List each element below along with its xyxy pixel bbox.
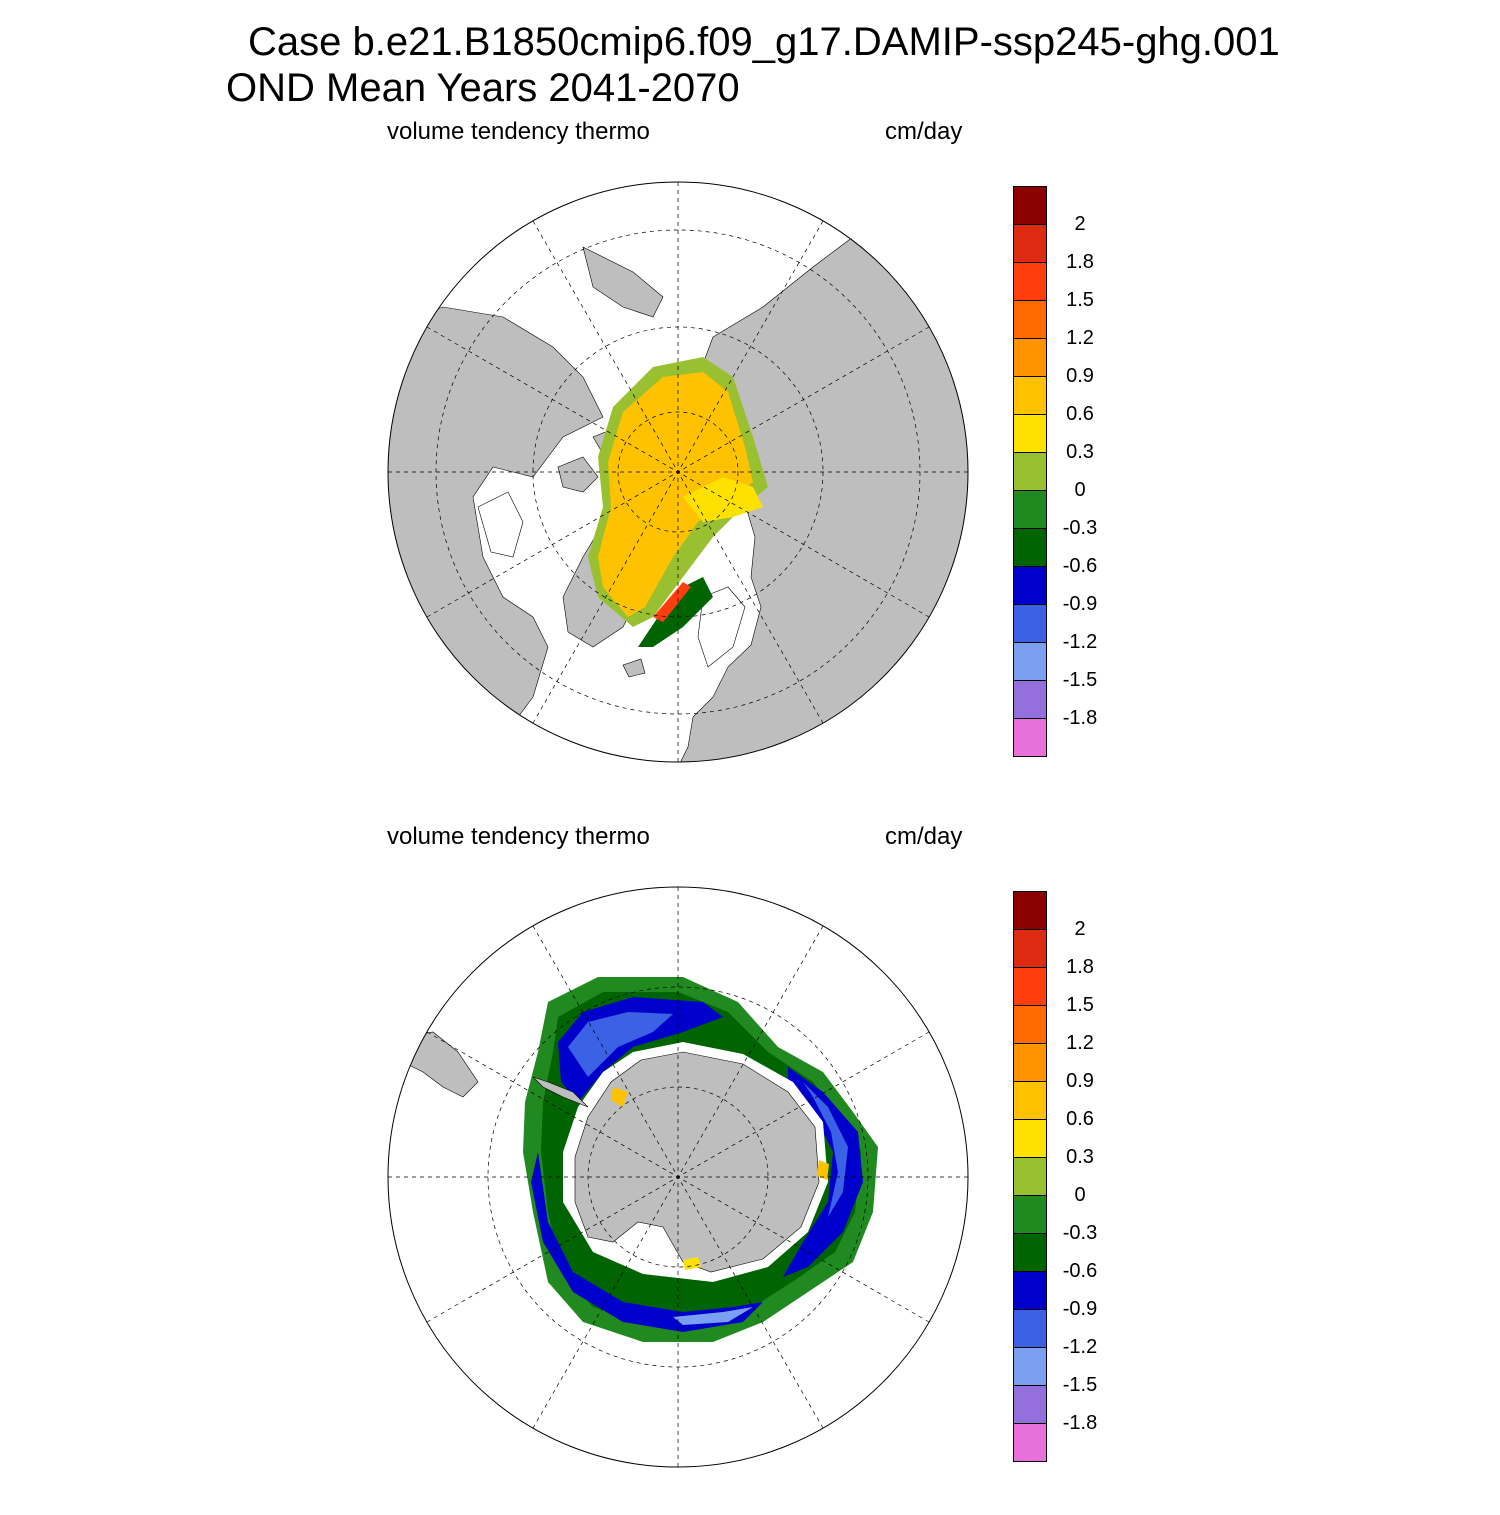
colorbar-tick-label: 0 bbox=[1074, 479, 1086, 501]
colorbar-swatch bbox=[1013, 642, 1047, 681]
colorbar-swatch bbox=[1013, 1195, 1047, 1234]
variable-label: volume tendency thermo bbox=[387, 823, 650, 850]
colorbar-swatch bbox=[1013, 1423, 1047, 1462]
colorbar-swatch bbox=[1013, 604, 1047, 643]
colorbar-swatch bbox=[1013, 1119, 1047, 1158]
colorbar-tick-label: 1.2 bbox=[1066, 1032, 1094, 1054]
colorbar-swatch bbox=[1013, 414, 1047, 453]
colorbar-swatch bbox=[1013, 490, 1047, 529]
colorbar-tick-label: 1.2 bbox=[1066, 327, 1094, 349]
colorbar-swatch bbox=[1013, 300, 1047, 339]
antarctic-panel: volume tendency thermo cm/day bbox=[0, 815, 1500, 1515]
colorbar-tick-label: -0.9 bbox=[1062, 593, 1098, 615]
graticule bbox=[388, 887, 968, 1467]
units-label: cm/day bbox=[885, 118, 963, 145]
colorbar-swatch bbox=[1013, 1157, 1047, 1196]
colorbar-swatch bbox=[1013, 1347, 1047, 1386]
colorbar-swatch bbox=[1013, 718, 1047, 757]
colorbar-swatch bbox=[1013, 1081, 1047, 1120]
figure-title-line-1: Case b.e21.B1850cmip6.f09_g17.DAMIP-ssp2… bbox=[248, 20, 1280, 64]
colorbar-tick-label: -0.6 bbox=[1062, 555, 1098, 577]
land-masses bbox=[402, 1031, 829, 1282]
figure-title-line-2: OND Mean Years 2041-2070 bbox=[226, 66, 740, 110]
colorbar-swatch bbox=[1013, 566, 1047, 605]
arctic-panel: volume tendency thermo cm/day bbox=[0, 110, 1500, 810]
colorbar-swatch bbox=[1013, 338, 1047, 377]
colorbar-swatch bbox=[1013, 376, 1047, 415]
colorbar-tick-label: -1.8 bbox=[1062, 1412, 1098, 1434]
colorbar-tick-label: -0.9 bbox=[1062, 1298, 1098, 1320]
colorbar-tick-label: -0.3 bbox=[1062, 517, 1098, 539]
colorbar-tick-label: 0 bbox=[1074, 1184, 1086, 1206]
colorbar-tick-label: 1.8 bbox=[1066, 956, 1094, 978]
arctic-polar-map bbox=[387, 181, 969, 763]
colorbar-swatch bbox=[1013, 929, 1047, 968]
colorbar-swatch bbox=[1013, 1043, 1047, 1082]
colorbar-tick-label: 2 bbox=[1074, 213, 1086, 235]
colorbar-swatch bbox=[1013, 680, 1047, 719]
sea-ice-tendency-field bbox=[588, 357, 768, 647]
colorbar-tick-label: -1.2 bbox=[1062, 631, 1098, 653]
colorbar-tick-label: 0.9 bbox=[1066, 1070, 1094, 1092]
units-label: cm/day bbox=[885, 823, 963, 850]
colorbar: 2 1.8 1.5 1.2 0.9 0.6 0.3 0 -0.3 -0.6 -0.9 -1.2 -1.5… bbox=[1013, 186, 1133, 758]
colorbar-tick-label: 0.6 bbox=[1066, 403, 1094, 425]
colorbar-swatch bbox=[1013, 1309, 1047, 1348]
colorbar-tick-label: -0.6 bbox=[1062, 1260, 1098, 1282]
colorbar-tick-label: 0.9 bbox=[1066, 365, 1094, 387]
colorbar-swatch bbox=[1013, 1005, 1047, 1044]
colorbar-tick-label: 1.8 bbox=[1066, 251, 1094, 273]
colorbar-swatch bbox=[1013, 186, 1047, 225]
colorbar-swatch bbox=[1013, 1271, 1047, 1310]
colorbar-tick-label: 0.3 bbox=[1066, 1146, 1094, 1168]
colorbar-tick-label: 1.5 bbox=[1066, 289, 1094, 311]
colorbar-tick-label: -1.8 bbox=[1062, 707, 1098, 729]
map-boundary bbox=[387, 886, 969, 1468]
colorbar-swatch bbox=[1013, 452, 1047, 491]
colorbar-swatch bbox=[1013, 967, 1047, 1006]
antarctic-polar-map bbox=[387, 886, 969, 1468]
colorbar-swatch bbox=[1013, 1385, 1047, 1424]
colorbar-tick-label: -1.2 bbox=[1062, 1336, 1098, 1358]
map-boundary bbox=[387, 181, 969, 763]
colorbar-swatch bbox=[1013, 1233, 1047, 1272]
colorbar-swatch bbox=[1013, 262, 1047, 301]
colorbar-swatch bbox=[1013, 891, 1047, 930]
colorbar-tick-label: 1.5 bbox=[1066, 994, 1094, 1016]
colorbar-tick-label: 0.6 bbox=[1066, 1108, 1094, 1130]
colorbar-tick-label: 0.3 bbox=[1066, 441, 1094, 463]
colorbar-tick-label: -1.5 bbox=[1062, 1374, 1098, 1396]
colorbar-tick-label: -1.5 bbox=[1062, 669, 1098, 691]
colorbar-tick-label: -0.3 bbox=[1062, 1222, 1098, 1244]
colorbar-swatch bbox=[1013, 528, 1047, 567]
graticule bbox=[388, 182, 968, 762]
colorbar-swatch bbox=[1013, 224, 1047, 263]
colorbar: 2 1.8 1.5 1.2 0.9 0.6 0.3 0 -0.3 -0.6 -0.9 -1.2 -1.5… bbox=[1013, 891, 1133, 1463]
colorbar-tick-label: 2 bbox=[1074, 918, 1086, 940]
variable-label: volume tendency thermo bbox=[387, 118, 650, 145]
